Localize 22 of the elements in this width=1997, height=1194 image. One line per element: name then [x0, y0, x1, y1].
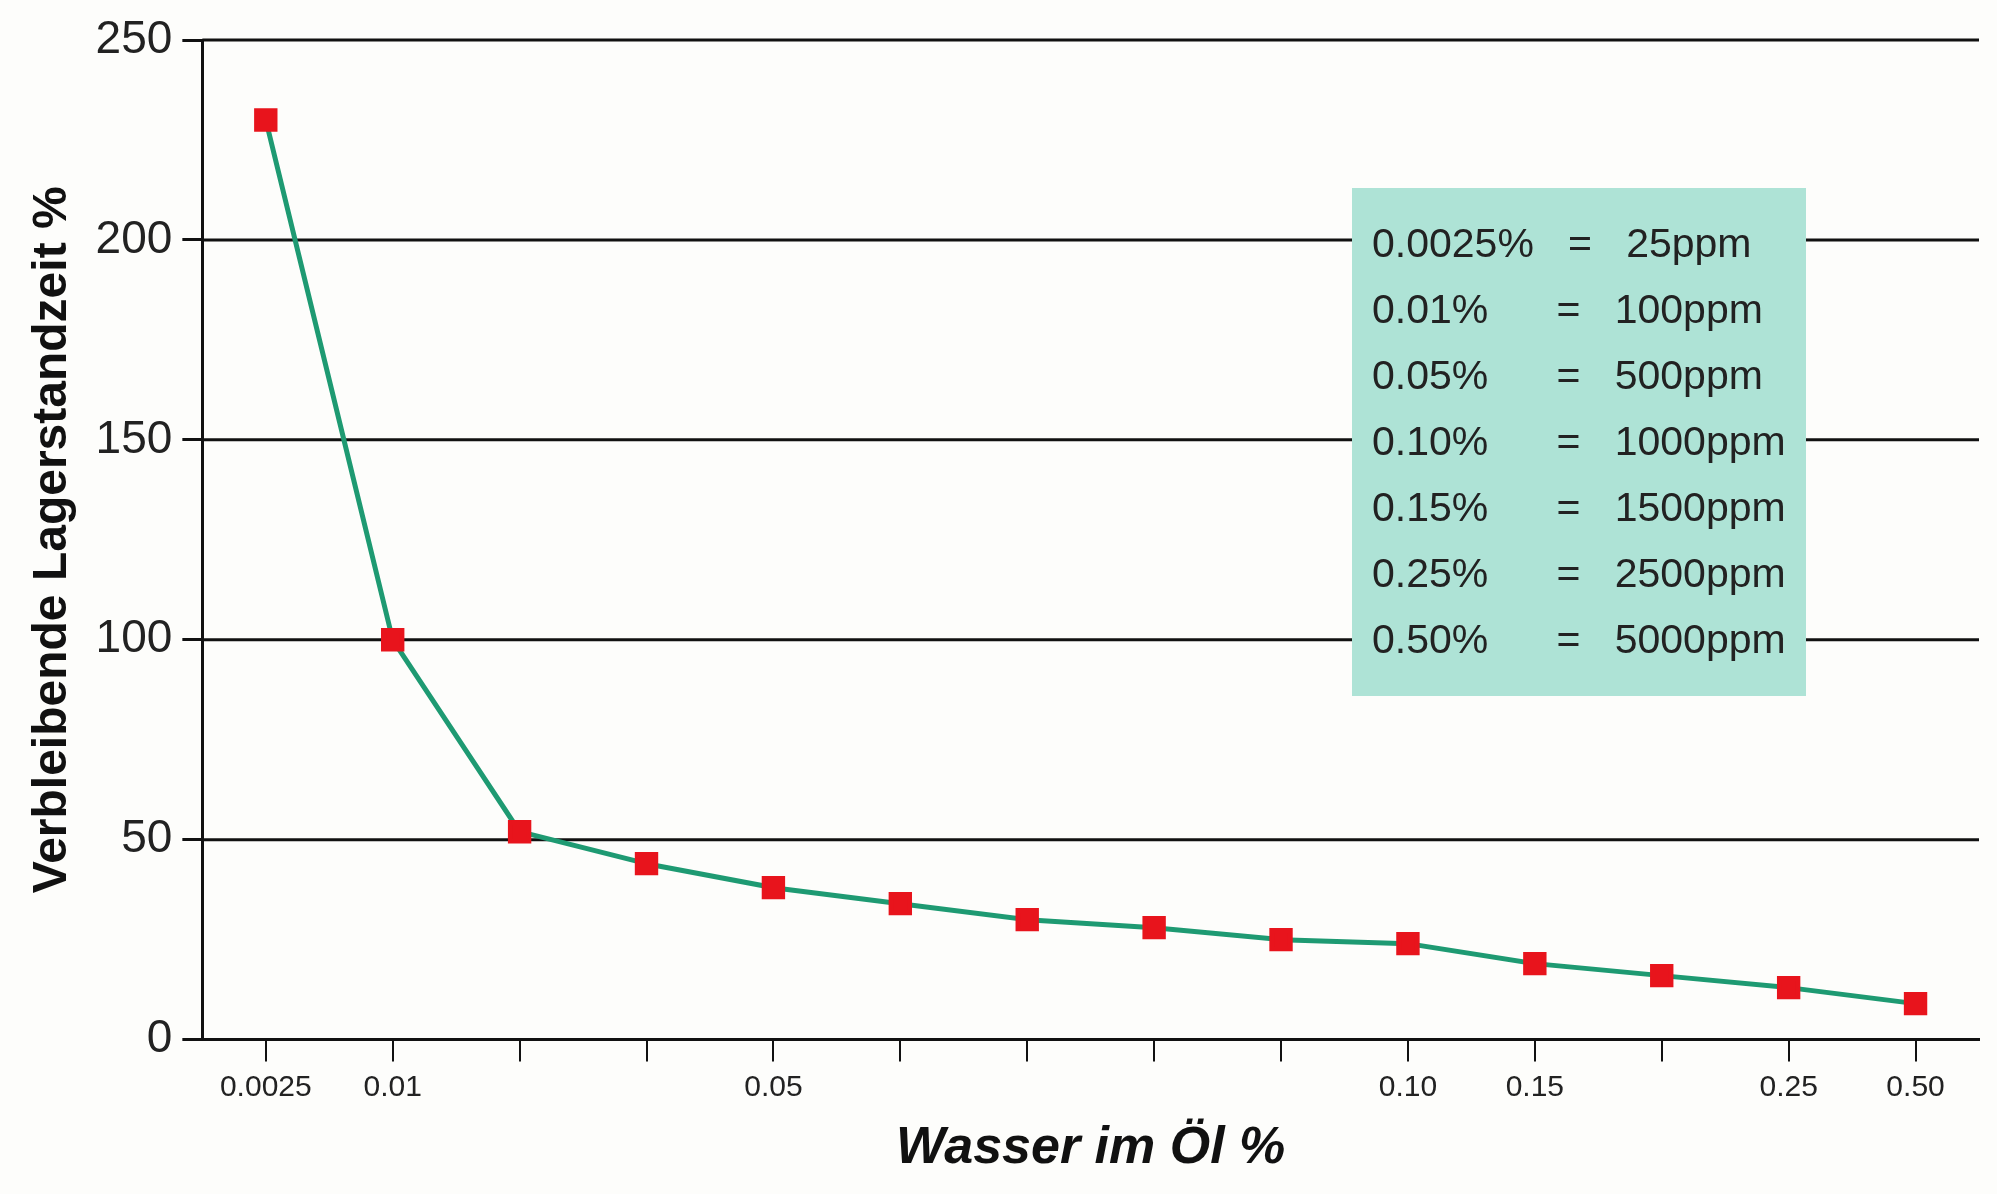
- x-tick-label: 0.05: [744, 1068, 803, 1102]
- annotation: 0.25% = 2500ppm: [1372, 549, 1786, 598]
- y-tick-label: 0: [146, 1010, 173, 1063]
- annotation: 0.10% = 1000ppm: [1372, 417, 1786, 466]
- annotation: 0.0025% = 25ppm: [1372, 219, 1753, 268]
- y-tick-label: 250: [95, 10, 173, 63]
- x-tick-label: 0.01: [363, 1068, 422, 1102]
- x-tick-label: 0.25: [1759, 1068, 1818, 1102]
- y-tick-label: 100: [95, 610, 173, 663]
- y-tick-label: 200: [95, 210, 173, 263]
- x-tick-label: 0.50: [1886, 1068, 1945, 1102]
- y-tick-label: 150: [95, 410, 173, 463]
- y-axis-title: Verbleibende Lagerstandzeit %: [23, 186, 77, 894]
- x-tick-label: 0.10: [1378, 1068, 1438, 1102]
- annotation: 0.05% = 500ppm: [1372, 351, 1764, 400]
- x-tick-label: 0.15: [1505, 1068, 1565, 1102]
- annotation: 0.01% = 100ppm: [1372, 285, 1764, 334]
- annotation: 0.15% = 1500ppm: [1372, 483, 1786, 532]
- y-tick-label: 50: [121, 810, 173, 863]
- x-axis-title: Wasser im Öl %: [896, 1116, 1286, 1175]
- annotation: 0.50% = 5000ppm: [1372, 615, 1786, 664]
- x-tick-label: 0.0025: [219, 1068, 312, 1102]
